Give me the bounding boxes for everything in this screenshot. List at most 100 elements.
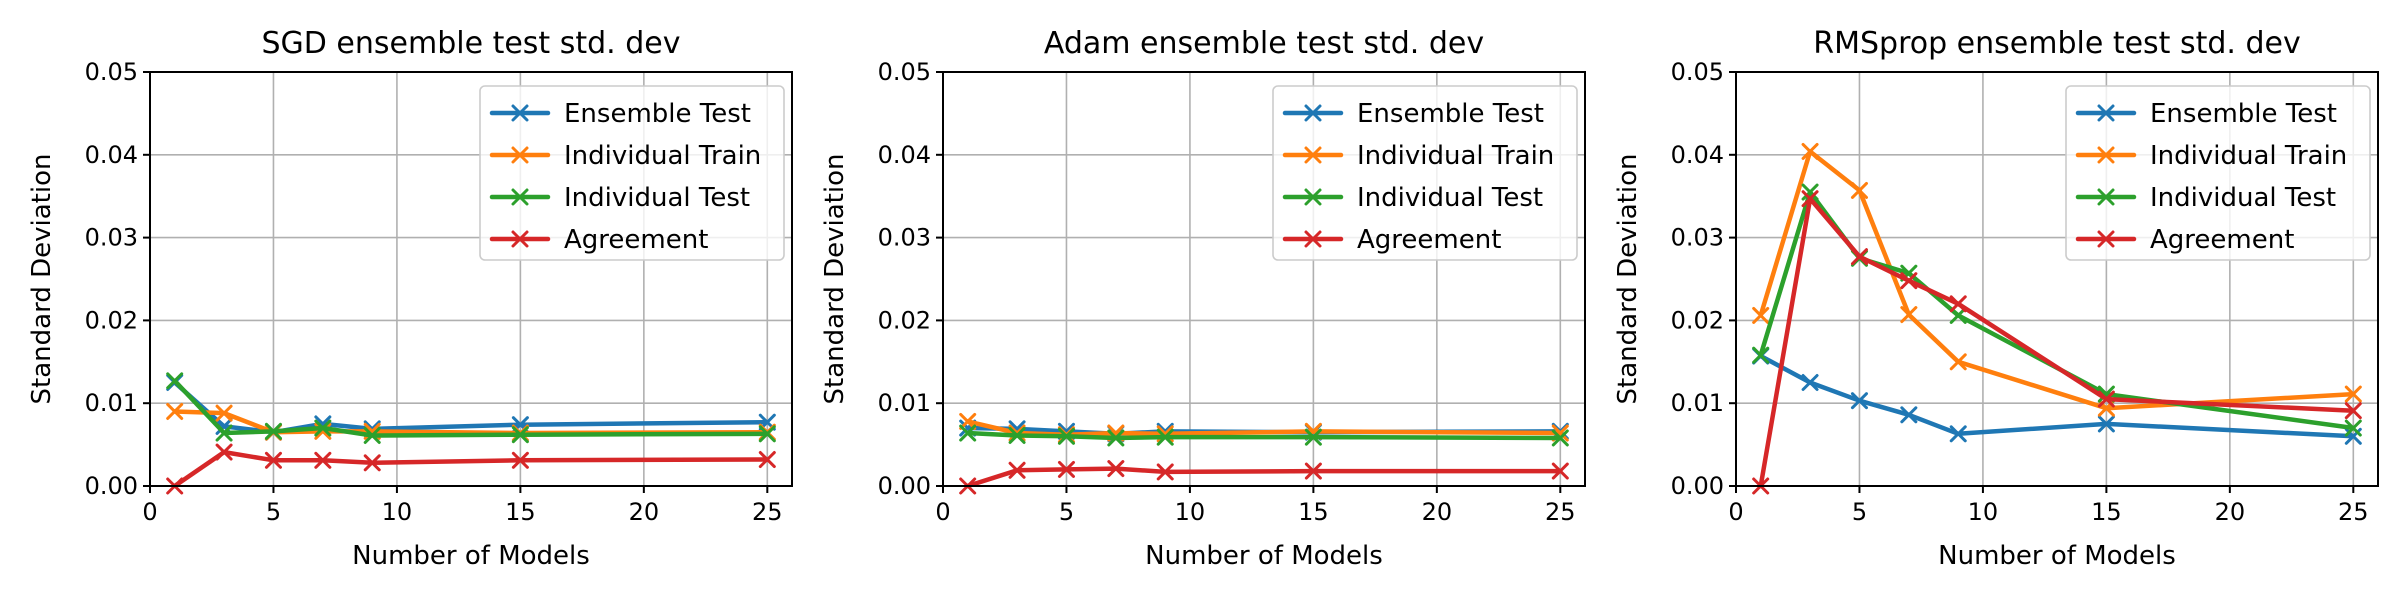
data-point <box>1801 183 1819 201</box>
data-point <box>264 451 282 469</box>
chart-title: SGD ensemble test std. dev <box>262 26 681 61</box>
marker-stroke <box>959 412 977 430</box>
marker-stroke <box>1304 146 1322 164</box>
marker-stroke <box>314 451 332 469</box>
legend-marker <box>511 104 529 122</box>
x-tick-label: 15 <box>505 498 536 526</box>
x-axis: 0 5 10 15 20 25 <box>935 486 1576 526</box>
marker-stroke <box>166 402 184 420</box>
legend: Ensemble Test Individual Train Individual … <box>1272 85 1578 261</box>
legend-label: Ensemble Test <box>2150 99 2337 129</box>
marker-stroke <box>1801 374 1819 391</box>
data-point <box>1551 429 1569 447</box>
series-group <box>959 412 1569 495</box>
marker-stroke <box>1801 183 1819 201</box>
data-point <box>1801 142 1819 160</box>
chart-title: RMSprop ensemble test std. dev <box>1813 26 2301 61</box>
legend-label: Individual Train <box>1357 141 1554 171</box>
x-tick-label: 0 <box>142 498 157 526</box>
marker-stroke <box>1304 462 1322 480</box>
marker-stroke <box>1304 230 1322 248</box>
legend-marker <box>1304 188 1322 206</box>
data-point <box>1949 295 1967 313</box>
data-point <box>1850 392 1868 410</box>
x-tick-label: 5 <box>266 498 281 526</box>
marker-stroke <box>1304 104 1322 122</box>
marker-stroke <box>1156 463 1174 481</box>
data-point <box>1801 374 1819 391</box>
legend-label: Agreement <box>2150 225 2294 255</box>
data-point <box>758 451 776 469</box>
data-point <box>363 454 381 472</box>
data-point <box>1304 428 1322 446</box>
marker-stroke <box>1057 460 1075 478</box>
marker-stroke <box>1752 346 1770 364</box>
marker-stroke <box>511 451 529 469</box>
data-point <box>215 424 233 442</box>
marker-stroke <box>2344 385 2362 403</box>
marker-stroke <box>1900 406 1918 424</box>
y-tick-label: 0.00 <box>85 472 138 500</box>
marker-stroke <box>1949 295 1967 313</box>
data-point <box>959 424 977 442</box>
x-tick-label: 25 <box>2338 498 2369 526</box>
y-tick-label: 0.05 <box>85 58 138 86</box>
data-point <box>1057 427 1075 445</box>
x-tick-label: 20 <box>629 498 660 526</box>
marker-stroke <box>1551 429 1569 447</box>
marker-stroke <box>314 419 332 437</box>
x-tick-label: 15 <box>2091 498 2122 526</box>
legend-marker <box>1304 104 1322 122</box>
data-point <box>1900 306 1918 324</box>
data-point <box>1156 428 1174 446</box>
legend-item: Individual Test <box>489 183 750 213</box>
x-tick-label: 25 <box>752 498 783 526</box>
data-point <box>1107 429 1125 447</box>
series-line-2 <box>965 419 1563 437</box>
marker-stroke <box>2097 188 2115 206</box>
x-tick-label: 25 <box>1545 498 1576 526</box>
chart-panel-2: 0 5 10 15 20 25 0.00 0.01 0.02 0.03 0.04 0.05 Adam e… <box>820 26 1586 571</box>
x-tick-label: 5 <box>1852 498 1867 526</box>
legend-label: Individual Test <box>564 183 750 213</box>
marker-stroke <box>2097 146 2115 164</box>
marker-stroke <box>1752 306 1770 324</box>
x-tick-label: 15 <box>1298 498 1329 526</box>
y-tick-label: 0.03 <box>878 224 931 252</box>
x-tick-label: 20 <box>1422 498 1453 526</box>
data-point <box>1752 306 1770 324</box>
chart-panel-3: 0 5 10 15 20 25 0.00 0.01 0.02 0.03 0.04 0.05 RMSpro… <box>1613 26 2379 571</box>
x-axis-label: Number of Models <box>352 541 590 571</box>
series-group <box>1752 142 2362 495</box>
legend-label: Agreement <box>564 225 708 255</box>
data-point <box>758 425 776 443</box>
marker-stroke <box>2097 104 2115 122</box>
y-tick-label: 0.03 <box>85 224 138 252</box>
legend-item: Individual Train <box>489 141 761 171</box>
data-point <box>1008 461 1026 479</box>
x-axis-label: Number of Models <box>1938 541 2176 571</box>
x-tick-label: 20 <box>2215 498 2246 526</box>
legend-box <box>479 85 785 261</box>
legend: Ensemble Test Individual Train Individual … <box>479 85 785 261</box>
marker-stroke <box>1008 461 1026 479</box>
y-tick-label: 0.04 <box>85 141 138 169</box>
data-point <box>1900 406 1918 424</box>
legend-label: Ensemble Test <box>1357 99 1544 129</box>
marker-stroke <box>1850 392 1868 410</box>
data-point <box>1107 460 1125 478</box>
data-point <box>215 443 233 461</box>
y-tick-label: 0.05 <box>878 58 931 86</box>
y-tick-label: 0.02 <box>878 306 931 334</box>
y-tick-label: 0.04 <box>1671 141 1724 169</box>
marker-stroke <box>511 146 529 164</box>
legend-marker <box>2097 230 2115 248</box>
data-point <box>2344 385 2362 403</box>
y-tick-label: 0.02 <box>85 306 138 334</box>
marker-stroke <box>215 404 233 422</box>
legend-marker <box>2097 104 2115 122</box>
marker-stroke <box>511 426 529 444</box>
data-point <box>1057 460 1075 478</box>
data-point <box>1801 190 1819 208</box>
